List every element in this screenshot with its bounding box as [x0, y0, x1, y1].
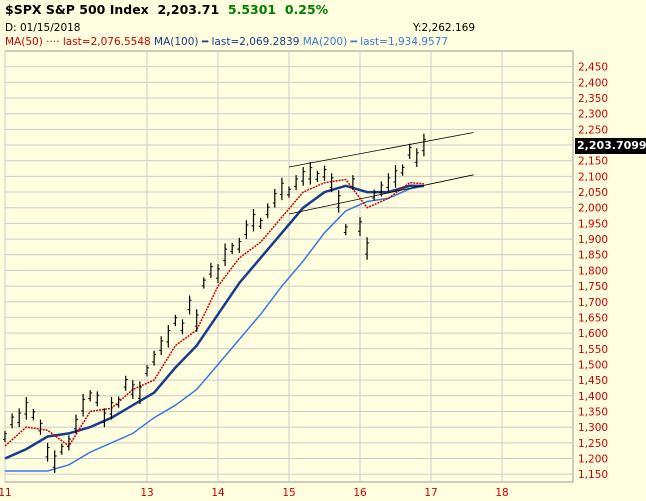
y-tick-label: 1,900 — [578, 234, 608, 246]
last-price: 2,203.71 — [157, 2, 220, 17]
trendline — [288, 132, 474, 168]
y-tick-label: 1,200 — [578, 453, 608, 465]
y-tick-label: 1,300 — [578, 422, 608, 434]
y-tick-label: 2,250 — [578, 124, 608, 136]
y-readout: Y:2,262.169 — [413, 22, 475, 34]
ma-line-ma50 — [4, 178, 424, 448]
y-tick-label: 2,450 — [578, 62, 608, 74]
y-tick-label: 1,650 — [578, 312, 608, 324]
y-tick-label: 1,950 — [578, 218, 608, 230]
date-readout: D: 01/15/2018 — [5, 22, 81, 34]
x-tick-label: 16 — [353, 487, 367, 499]
y-tick-label: 1,450 — [578, 375, 608, 387]
chart-title: $SPX S&P 500 Index 2,203.71 5.5301 0.25% — [5, 3, 328, 17]
y-tick-label: 1,400 — [578, 391, 608, 403]
y-tick-label: 1,700 — [578, 297, 608, 309]
y-tick-label: 2,100 — [578, 171, 608, 183]
ma50-last: last=2,076.5548 — [62, 36, 151, 48]
x-tick-label: 15 — [282, 487, 295, 499]
x-tick-label: 11 — [0, 487, 12, 499]
y-tick-label: 1,750 — [578, 281, 608, 293]
y-tick-label: 2,000 — [578, 203, 608, 215]
y-tick-label: 2,050 — [578, 187, 608, 199]
y-tick-label: 1,350 — [578, 406, 608, 418]
trendline — [288, 174, 474, 215]
y-tick-label: 1,150 — [578, 469, 608, 481]
ma-line-ma100 — [4, 184, 424, 460]
y-tick-label: 2,300 — [578, 109, 608, 121]
y-tick-label: 1,500 — [578, 359, 608, 371]
y-tick-label: 2,350 — [578, 93, 608, 105]
ma-legend: MA(50) ···· last=2,076.5548 MA(100) ━ la… — [5, 36, 449, 48]
ma200-label: MA(200) — [302, 36, 348, 48]
x-tick-label: 13 — [140, 487, 153, 499]
ma-line-ma200 — [5, 185, 425, 472]
y-tick-label: 1,800 — [578, 265, 608, 277]
ma100-last: last=2,069.2839 — [211, 36, 300, 48]
y-tick-label: 1,250 — [578, 438, 608, 450]
ma100-label: MA(100) — [154, 36, 199, 48]
y-tick-label: 1,600 — [578, 328, 608, 340]
ma50-label: MA(50) — [5, 36, 43, 48]
y-tick-label: 1,850 — [578, 250, 608, 262]
price-change-pct: 0.25% — [284, 2, 329, 17]
symbol-label: $SPX S&P 500 Index — [5, 2, 149, 17]
x-tick-label: 14 — [211, 487, 225, 499]
x-tick-label: 17 — [424, 487, 437, 499]
y-tick-label: 1,550 — [578, 344, 608, 356]
last-price-tag: 2,203.70996 — [575, 138, 646, 154]
y-tick-label: 2,150 — [578, 156, 608, 168]
price-change: 5.5301 — [227, 2, 277, 17]
x-tick-label: 18 — [495, 487, 508, 499]
ma200-last: last=1,934.9577 — [360, 36, 449, 48]
y-tick-label: 2,400 — [578, 77, 608, 89]
